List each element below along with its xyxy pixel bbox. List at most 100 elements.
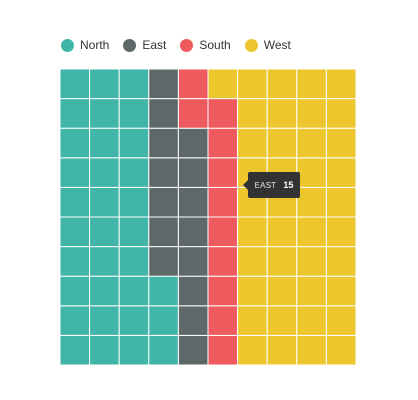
waffle-cell-west[interactable] [266, 98, 298, 129]
waffle-cell-west[interactable] [237, 98, 268, 129]
waffle-cell-south[interactable] [207, 127, 239, 159]
waffle-cell-west[interactable] [325, 305, 357, 336]
waffle-cell-west[interactable] [296, 334, 327, 366]
waffle-cell-west[interactable] [296, 275, 327, 307]
waffle-cell-east[interactable] [177, 275, 209, 307]
waffle-cell-west[interactable] [325, 68, 357, 100]
waffle-cell-north[interactable] [118, 216, 150, 248]
waffle-cell-north[interactable] [89, 216, 120, 248]
waffle-cell-north[interactable] [89, 127, 120, 159]
waffle-cell-west[interactable] [266, 305, 298, 336]
waffle-cell-west[interactable] [325, 186, 357, 218]
waffle-cell-north[interactable] [89, 246, 120, 277]
waffle-cell-north[interactable] [59, 334, 91, 366]
waffle-cell-south[interactable] [207, 186, 239, 218]
waffle-cell-east[interactable] [148, 127, 179, 159]
waffle-cell-east[interactable] [177, 186, 209, 218]
waffle-cell-north[interactable] [118, 246, 150, 277]
waffle-cell-north[interactable] [148, 275, 179, 307]
waffle-cell-north[interactable] [59, 216, 91, 248]
waffle-cell-south[interactable] [207, 246, 239, 277]
waffle-cell-north[interactable] [89, 305, 120, 336]
waffle-cell-north[interactable] [118, 98, 150, 129]
waffle-cell-west[interactable] [296, 157, 327, 188]
waffle-cell-north[interactable] [59, 305, 91, 336]
waffle-cell-north[interactable] [148, 305, 179, 336]
waffle-cell-north[interactable] [118, 305, 150, 336]
waffle-cell-west[interactable] [325, 127, 357, 159]
waffle-cell-west[interactable] [237, 216, 268, 248]
waffle-cell-south[interactable] [177, 98, 209, 129]
waffle-cell-west[interactable] [266, 246, 298, 277]
waffle-cell-north[interactable] [118, 186, 150, 218]
legend-item-east[interactable]: East [123, 36, 166, 54]
waffle-cell-west[interactable] [266, 275, 298, 307]
waffle-cell-north[interactable] [118, 127, 150, 159]
waffle-cell-north[interactable] [59, 98, 91, 129]
waffle-cell-west[interactable] [296, 305, 327, 336]
waffle-cell-north[interactable] [89, 68, 120, 100]
waffle-cell-west[interactable] [296, 127, 327, 159]
waffle-cell-west[interactable] [325, 216, 357, 248]
waffle-cell-west[interactable] [266, 68, 298, 100]
waffle-cell-west[interactable] [237, 68, 268, 100]
waffle-cell-west[interactable] [266, 216, 298, 248]
waffle-cell-east[interactable] [177, 334, 209, 366]
waffle-cell-north[interactable] [89, 157, 120, 188]
waffle-cell-north[interactable] [59, 275, 91, 307]
waffle-cell-west[interactable] [325, 157, 357, 188]
waffle-cell-north[interactable] [59, 186, 91, 218]
waffle-cell-west[interactable] [296, 246, 327, 277]
waffle-cell-west[interactable] [296, 186, 327, 218]
waffle-cell-west[interactable] [237, 275, 268, 307]
waffle-cell-west[interactable] [237, 246, 268, 277]
waffle-cell-west[interactable] [325, 98, 357, 129]
waffle-cell-south[interactable] [207, 216, 239, 248]
waffle-cell-east[interactable] [148, 246, 179, 277]
waffle-cell-east[interactable] [148, 68, 179, 100]
waffle-cell-north[interactable] [118, 275, 150, 307]
waffle-cell-east[interactable] [148, 157, 179, 188]
waffle-cell-north[interactable] [118, 334, 150, 366]
waffle-cell-south[interactable] [207, 275, 239, 307]
waffle-cell-north[interactable] [118, 157, 150, 188]
waffle-cell-south[interactable] [207, 98, 239, 129]
waffle-cell-south[interactable] [207, 334, 239, 366]
waffle-cell-east[interactable] [148, 216, 179, 248]
waffle-cell-east[interactable] [177, 157, 209, 188]
waffle-cell-east[interactable] [177, 305, 209, 336]
waffle-cell-west[interactable] [325, 334, 357, 366]
waffle-cell-north[interactable] [89, 186, 120, 218]
waffle-cell-north[interactable] [118, 68, 150, 100]
waffle-cell-south[interactable] [177, 68, 209, 100]
waffle-cell-north[interactable] [89, 275, 120, 307]
waffle-cell-east[interactable] [177, 127, 209, 159]
waffle-cell-north[interactable] [148, 334, 179, 366]
waffle-cell-north[interactable] [59, 246, 91, 277]
waffle-cell-west[interactable] [237, 334, 268, 366]
legend-item-west[interactable]: West [244, 36, 291, 54]
waffle-cell-east[interactable] [148, 186, 179, 218]
waffle-cell-east[interactable] [148, 98, 179, 129]
waffle-cell-west[interactable] [296, 98, 327, 129]
legend-item-south[interactable]: South [180, 36, 231, 54]
waffle-cell-west[interactable] [237, 127, 268, 159]
waffle-cell-north[interactable] [89, 98, 120, 129]
waffle-cell-north[interactable] [59, 157, 91, 188]
waffle-cell-east[interactable] [177, 246, 209, 277]
waffle-cell-west[interactable] [266, 127, 298, 159]
waffle-cell-west[interactable] [296, 68, 327, 100]
waffle-cell-west[interactable] [325, 275, 357, 307]
waffle-cell-north[interactable] [89, 334, 120, 366]
waffle-cell-south[interactable] [207, 157, 239, 188]
waffle-cell-west[interactable] [207, 68, 239, 100]
waffle-cell-north[interactable] [59, 127, 91, 159]
legend-item-north[interactable]: North [61, 36, 109, 54]
waffle-cell-north[interactable] [59, 68, 91, 100]
waffle-cell-south[interactable] [207, 305, 239, 336]
waffle-cell-west[interactable] [325, 246, 357, 277]
waffle-cell-west[interactable] [266, 334, 298, 366]
waffle-cell-west[interactable] [237, 305, 268, 336]
waffle-cell-east[interactable] [177, 216, 209, 248]
waffle-cell-west[interactable] [296, 216, 327, 248]
